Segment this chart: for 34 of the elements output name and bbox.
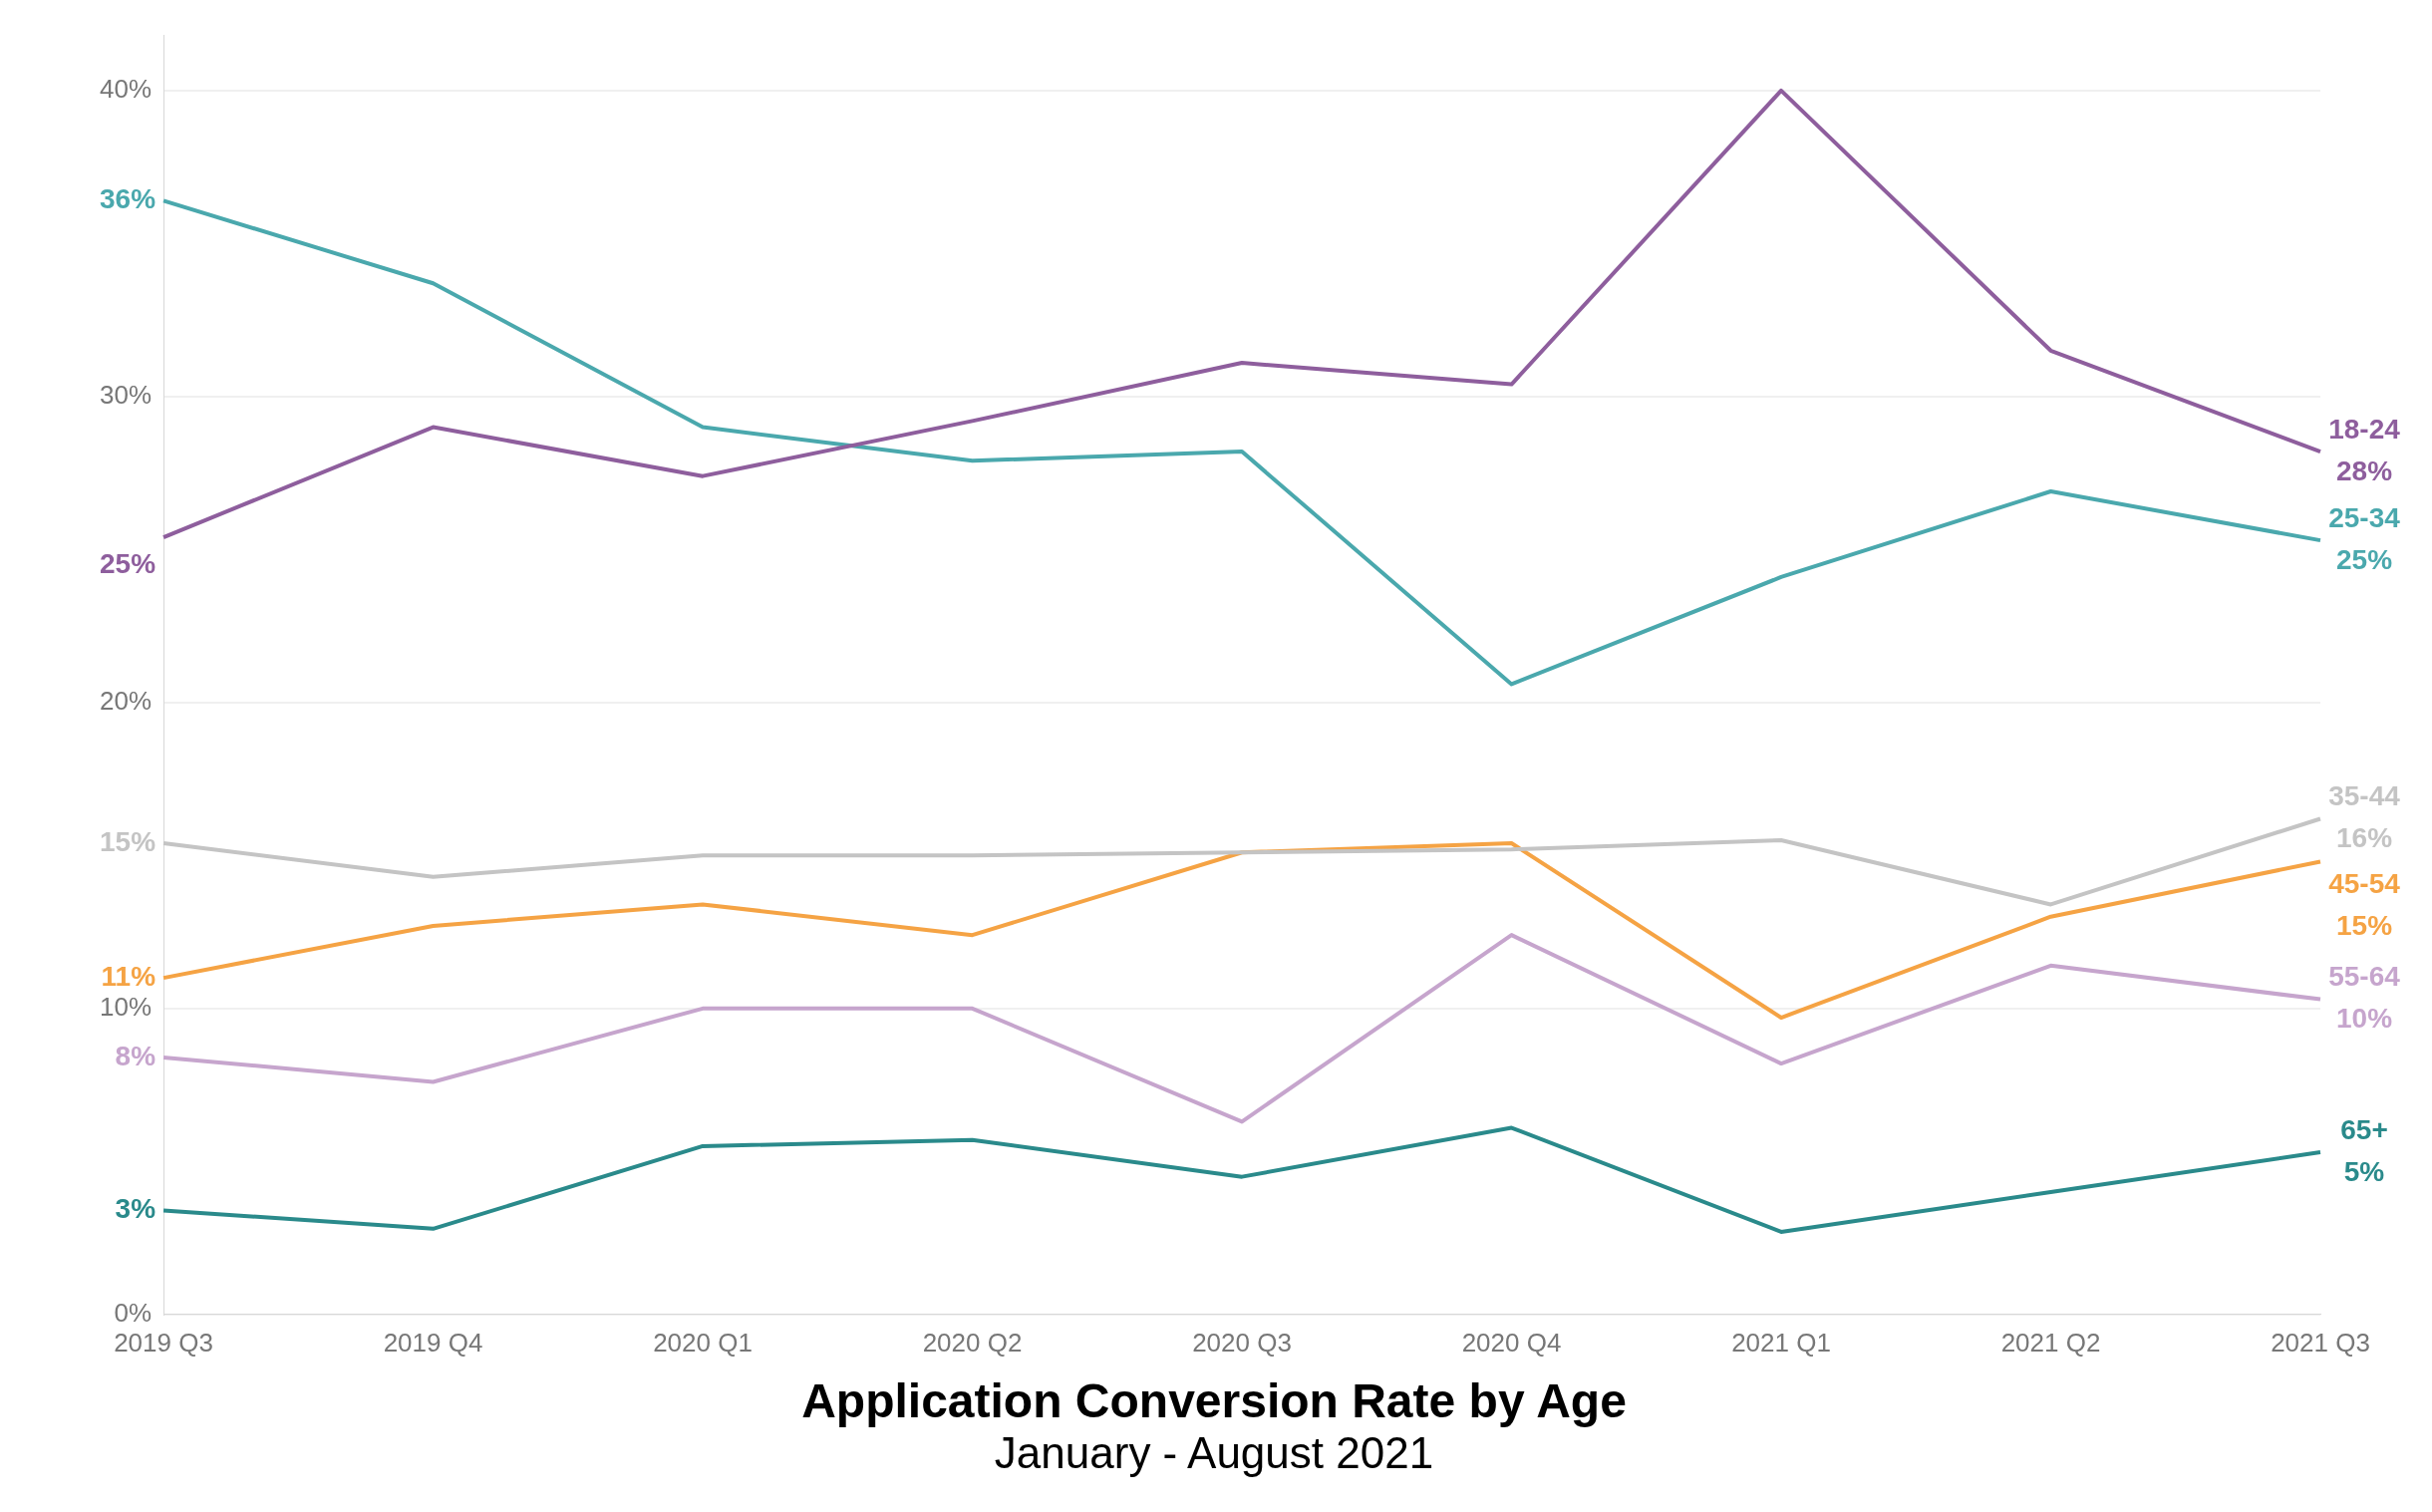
data-label: 10% bbox=[2335, 1003, 2393, 1035]
y-tick-label: 40% bbox=[99, 74, 152, 105]
y-tick-label: 20% bbox=[99, 686, 152, 716]
x-tick-label: 2020 Q2 bbox=[922, 1327, 1023, 1358]
y-tick-label: 30% bbox=[99, 380, 152, 411]
x-tick-label: 2021 Q2 bbox=[2000, 1327, 2101, 1358]
data-label: 28% bbox=[2335, 454, 2393, 486]
series-label: 45-54 bbox=[2328, 868, 2401, 900]
text: January - August 2021 bbox=[993, 1428, 1435, 1478]
data-label: 5% bbox=[2343, 1155, 2385, 1187]
data-label: 16% bbox=[2335, 822, 2393, 854]
x-tick-label: 2020 Q1 bbox=[653, 1327, 753, 1358]
data-label: 25% bbox=[2335, 543, 2393, 575]
x-tick-label: 2019 Q3 bbox=[114, 1327, 213, 1358]
data-label: 25% bbox=[99, 547, 156, 579]
series-label: 55-64 bbox=[2328, 961, 2401, 993]
y-tick-label: 10% bbox=[99, 991, 152, 1022]
data-label: 11% bbox=[101, 960, 156, 992]
x-tick-label: 2021 Q3 bbox=[2271, 1327, 2370, 1358]
data-label: 15% bbox=[2335, 910, 2393, 942]
x-tick-label: 2019 Q4 bbox=[383, 1327, 483, 1358]
data-label: 8% bbox=[115, 1040, 156, 1071]
series-label: 18-24 bbox=[2328, 413, 2401, 445]
x-tick-label: 2020 Q4 bbox=[1461, 1327, 1562, 1358]
data-label: 3% bbox=[115, 1193, 156, 1225]
text: Application Conversion Rate by Age bbox=[800, 1373, 1628, 1428]
x-tick-label: 2020 Q3 bbox=[1192, 1327, 1292, 1358]
y-tick-label: 0% bbox=[114, 1297, 152, 1328]
x-tick-label: 2021 Q1 bbox=[1731, 1327, 1831, 1358]
series-label: 35-44 bbox=[2328, 780, 2401, 812]
data-label: 36% bbox=[99, 183, 156, 215]
series-label: 25-34 bbox=[2328, 501, 2401, 533]
data-label: 15% bbox=[99, 825, 156, 857]
series-label: 65+ bbox=[2340, 1113, 2388, 1145]
